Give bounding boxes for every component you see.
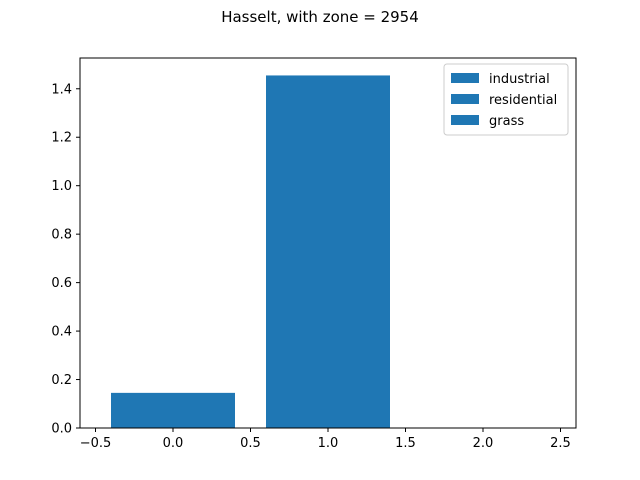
y-tick-label: 0.8 (51, 228, 72, 243)
legend-label: grass (489, 114, 524, 129)
legend-swatch (451, 115, 479, 125)
x-tick-label: 2.0 (473, 436, 494, 451)
y-axis: 0.0 0.2 0.4 0.6 0.8 1.0 1.2 1.4 (51, 82, 80, 437)
y-tick-label: 0.6 (51, 276, 72, 291)
legend-label: industrial (489, 72, 550, 87)
x-tick-label: 0.0 (163, 436, 184, 451)
legend-swatch (451, 94, 479, 104)
y-tick-label: 1.0 (51, 179, 72, 194)
y-tick-label: 0.2 (51, 373, 72, 388)
x-tick-label: 1.5 (395, 436, 416, 451)
legend-label: residential (489, 93, 557, 108)
chart-title: Hasselt, with zone = 2954 (221, 8, 419, 26)
x-tick-label: 0.5 (240, 436, 261, 451)
bar-1 (266, 75, 390, 428)
x-tick-label: −0.5 (80, 436, 112, 451)
legend-swatch (451, 73, 479, 83)
x-axis: −0.5 0.0 0.5 1.0 1.5 2.0 2.5 (80, 428, 571, 451)
x-tick-label: 1.0 (318, 436, 339, 451)
bar-0 (111, 392, 235, 428)
y-tick-label: 1.4 (51, 82, 72, 97)
x-tick-label: 2.5 (550, 436, 571, 451)
y-tick-label: 0.4 (51, 325, 72, 340)
legend: industrial residential grass (443, 63, 569, 136)
y-tick-label: 1.2 (51, 131, 72, 146)
y-tick-label: 0.0 (51, 422, 72, 437)
plot-area (111, 75, 390, 428)
